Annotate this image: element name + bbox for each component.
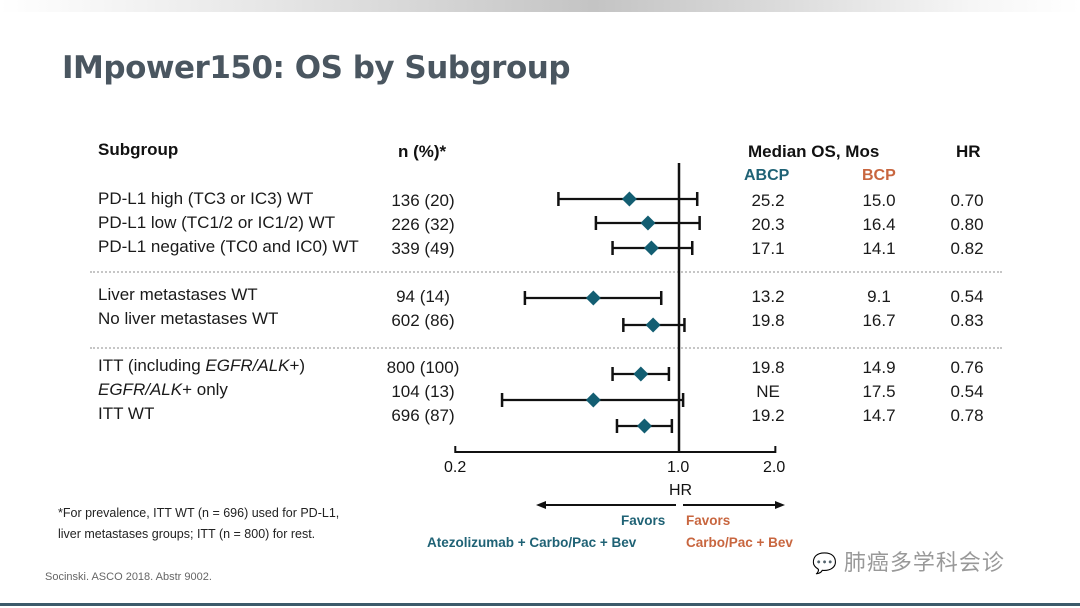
row-hr: 0.54: [950, 382, 984, 401]
row-label: PD-L1 negative (TC0 and IC0) WT: [98, 237, 359, 256]
hr-point-marker: [645, 317, 661, 333]
row-bcp: 9.1: [867, 287, 891, 306]
watermark-text: 肺癌多学科会诊: [843, 551, 1005, 576]
row-label-italic: EGFR/ALK: [205, 356, 290, 375]
tick-label-1.0: 1.0: [667, 459, 690, 476]
hr-point-marker: [633, 366, 649, 382]
row-abcp: 19.8: [751, 358, 785, 377]
footnote-line: *For prevalence, ITT WT (n = 696) used f…: [58, 506, 340, 520]
row-hr: 0.54: [950, 287, 984, 306]
row-label: PD-L1 high (TC3 or IC3) WT: [98, 189, 314, 208]
row-hr: 0.80: [950, 215, 984, 234]
row-abcp: 13.2: [751, 287, 785, 306]
hr-point-marker: [640, 215, 656, 231]
favors-right-arrowhead: [775, 501, 785, 509]
footnote: *For prevalence, ITT WT (n = 696) used f…: [58, 503, 339, 545]
favors-left-arrowhead: [536, 501, 546, 509]
row-abcp: 19.2: [751, 406, 785, 425]
footnote-line: liver metastases groups; ITT (n = 800) f…: [58, 527, 316, 541]
row-label: ITT (including EGFR/ALK+): [98, 356, 305, 376]
row-bcp: 14.1: [862, 239, 896, 258]
source-citation: Socinski. ASCO 2018. Abstr 9002.: [45, 571, 212, 583]
bottom-rule: [0, 603, 1080, 606]
row-hr: 0.78: [950, 406, 984, 425]
row-bcp: 17.5: [862, 382, 896, 401]
row-label-text: ITT (including: [98, 356, 206, 375]
favors-right-line2: Carbo/Pac + Bev: [686, 535, 793, 550]
row-n: 339 (49): [391, 239, 455, 258]
top-gradient-bar: [0, 0, 1080, 12]
row-bcp: 16.4: [862, 215, 896, 234]
slide-title: IMpower150: OS by Subgroup: [62, 50, 571, 86]
hr-point-marker: [585, 392, 601, 408]
favors-left-line2: Atezolizumab + Carbo/Pac + Bev: [427, 535, 637, 550]
row-hr: 0.83: [950, 311, 984, 330]
row-label-italic: EGFR/ALK: [98, 380, 183, 399]
row-bcp: 14.7: [862, 406, 896, 425]
header-bcp: BCP: [862, 167, 896, 184]
axis-title: HR: [669, 482, 693, 499]
hr-point-marker: [643, 240, 659, 256]
row-abcp: 19.8: [751, 311, 785, 330]
row-n: 800 (100): [386, 358, 460, 377]
hr-point-marker: [636, 418, 652, 434]
row-bcp: 16.7: [862, 311, 896, 330]
row-label: No liver metastases WT: [98, 309, 279, 328]
group-divider: [90, 271, 1002, 273]
group-divider: [90, 347, 1002, 349]
wechat-icon: 💬: [812, 551, 838, 575]
row-hr: 0.70: [950, 191, 984, 210]
tick-label-0.2: 0.2: [444, 459, 467, 476]
row-n: 104 (13): [391, 382, 455, 401]
row-label-text: + only: [182, 380, 228, 399]
row-n: 602 (86): [391, 311, 455, 330]
header-abcp: ABCP: [744, 167, 790, 184]
tick-label-2.0: 2.0: [763, 459, 786, 476]
header-median-os: Median OS, Mos: [748, 142, 880, 161]
row-n: 94 (14): [396, 287, 450, 306]
watermark: 💬 肺癌多学科会诊: [812, 545, 1005, 577]
row-n: 136 (20): [391, 191, 455, 210]
favors-left-line1: Favors: [621, 513, 666, 528]
row-label: Liver metastases WT: [98, 285, 258, 304]
row-n: 226 (32): [391, 215, 455, 234]
row-label: ITT WT: [98, 404, 155, 423]
header-subgroup: Subgroup: [98, 140, 179, 159]
row-hr: 0.82: [950, 239, 984, 258]
row-label: PD-L1 low (TC1/2 or IC1/2) WT: [98, 213, 336, 232]
row-label-text: +): [289, 356, 306, 375]
favors-right-line1: Favors: [686, 513, 731, 528]
row-abcp: 17.1: [751, 239, 785, 258]
hr-point-marker: [621, 191, 637, 207]
row-bcp: 15.0: [862, 191, 896, 210]
header-hr: HR: [956, 142, 981, 161]
row-abcp: NE: [756, 382, 780, 401]
hr-point-marker: [585, 290, 601, 306]
row-label: EGFR/ALK+ only: [98, 380, 228, 400]
row-abcp: 25.2: [751, 191, 785, 210]
header-n: n (%)*: [398, 142, 447, 161]
row-bcp: 14.9: [862, 358, 896, 377]
row-hr: 0.76: [950, 358, 984, 377]
row-abcp: 20.3: [751, 215, 785, 234]
row-n: 696 (87): [391, 406, 455, 425]
